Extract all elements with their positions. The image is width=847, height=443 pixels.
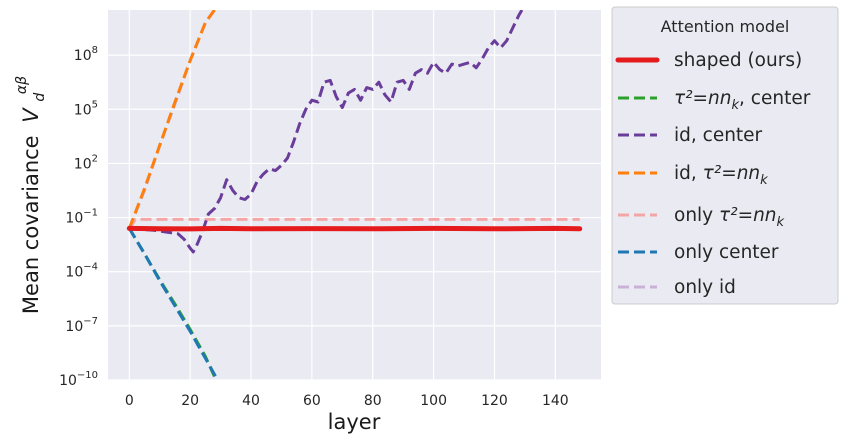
legend-label: id, τ²=nnk: [674, 163, 768, 188]
x-tick-label: 80: [364, 393, 382, 409]
x-tick-label: 100: [420, 393, 447, 409]
legend-frame: [611, 6, 839, 305]
y-axis-label-subscript: d: [32, 93, 48, 102]
y-tick-label: 108: [74, 45, 98, 64]
x-tick-label: 60: [303, 393, 321, 409]
y-axis-label-text: Mean covariance: [19, 135, 43, 314]
y-tick-label: 10−4: [65, 262, 98, 281]
y-tick-label: 10−10: [59, 370, 98, 389]
legend-label: only center: [674, 242, 779, 263]
y-axis-label-superscript: αβ: [14, 76, 30, 94]
plot-background: [108, 10, 601, 380]
y-axis-label-symbol: V: [19, 107, 43, 123]
x-axis-ticks: 0 20 40 60 80 100 120 140: [125, 393, 569, 409]
y-tick-label: 105: [74, 99, 98, 118]
y-tick-label: 102: [74, 153, 98, 172]
legend-label: τ²=nnk, center: [674, 88, 811, 113]
x-tick-label: 40: [242, 393, 260, 409]
legend-label: only id: [674, 277, 736, 298]
legend-label: shaped (ours): [674, 50, 802, 71]
x-tick-label: 140: [542, 393, 569, 409]
x-tick-label: 20: [181, 393, 199, 409]
legend-title: Attention model: [661, 17, 790, 36]
x-axis-label: layer: [328, 410, 381, 434]
y-axis-label: Mean covariance V d αβ: [14, 76, 49, 314]
y-tick-label: 10−1: [65, 208, 98, 227]
x-tick-label: 0: [125, 393, 134, 409]
svg-text:Mean covariance V: Mean covariance V d αβ: [14, 76, 49, 314]
legend: Attention model shaped (ours) τ²=nnk, cen…: [611, 6, 839, 305]
series-line: [127, 10, 216, 229]
x-tick-label: 120: [481, 393, 508, 409]
series-line: [126, 225, 583, 232]
y-tick-label: 10−7: [65, 316, 98, 335]
grid-lines: [108, 10, 601, 381]
series-line: [128, 227, 219, 380]
legend-label: id, center: [674, 125, 763, 146]
series-line: [129, 10, 524, 254]
series-layer: [126, 10, 583, 380]
legend-label: only τ²=nnk: [674, 205, 785, 230]
y-axis-ticks: 10−10 10−7 10−4 10−1 102 105 108: [59, 45, 98, 389]
